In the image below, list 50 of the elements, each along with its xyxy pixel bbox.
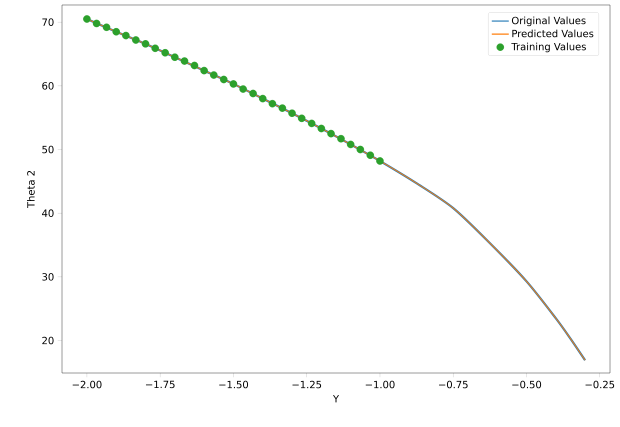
y-axis-title: Theta 2	[26, 170, 35, 208]
point	[210, 71, 218, 79]
point	[356, 146, 364, 154]
point	[318, 124, 326, 132]
x-tick-label: −1.00	[366, 380, 395, 388]
y-tick-label: 60	[42, 82, 54, 90]
point	[220, 76, 228, 84]
point	[142, 40, 150, 48]
legend-label: Predicted Values	[512, 30, 594, 38]
point	[83, 15, 91, 23]
point	[161, 48, 169, 57]
y-tick-label: 20	[42, 336, 54, 344]
point	[376, 157, 384, 165]
x-tick-label: −1.75	[146, 380, 175, 388]
x-tick-label: −1.50	[219, 380, 248, 388]
point	[112, 28, 120, 36]
point	[327, 130, 335, 138]
legend-label: Training Values	[511, 42, 586, 52]
point	[171, 53, 179, 61]
x-tick-label: −2.00	[72, 380, 102, 388]
point	[268, 100, 276, 108]
point	[308, 120, 316, 128]
point	[366, 151, 374, 160]
y-tick-label: 30	[42, 273, 54, 281]
x-tick-label: −1.25	[292, 380, 322, 388]
point	[346, 140, 354, 148]
point	[151, 44, 159, 52]
point	[249, 90, 257, 98]
x-axis-title: Y	[332, 395, 340, 402]
y-tick-label: 70	[42, 18, 54, 26]
point	[190, 62, 198, 70]
y-tick-label: 40	[42, 209, 54, 217]
point	[239, 85, 247, 93]
x-tick-label: −0.25	[586, 380, 614, 388]
point	[337, 134, 345, 142]
point	[92, 20, 100, 28]
x-tick-label: −0.75	[439, 380, 468, 388]
point	[122, 32, 130, 40]
point	[132, 36, 140, 44]
point	[258, 94, 267, 102]
point	[180, 57, 188, 65]
point	[278, 104, 286, 112]
point	[102, 23, 110, 32]
x-tick-label: −0.50	[512, 380, 542, 388]
point	[200, 66, 208, 74]
legend-label: Original Values	[512, 16, 586, 26]
point	[288, 109, 296, 118]
point	[298, 114, 306, 122]
point	[230, 80, 238, 88]
y-tick-label: 50	[42, 146, 54, 154]
